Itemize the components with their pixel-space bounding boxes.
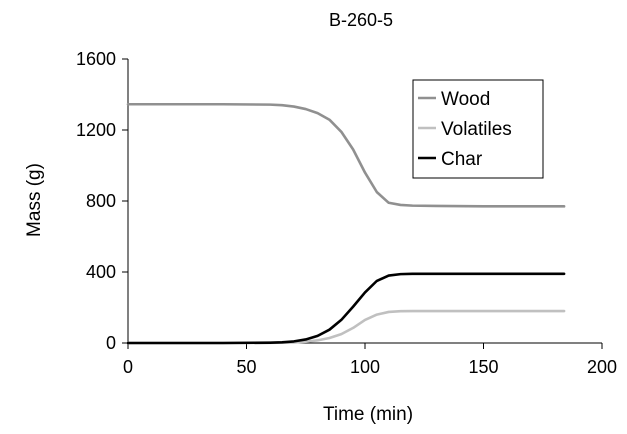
x-tick-label: 100 [350,357,380,377]
legend-label-volatiles: Volatiles [441,119,512,140]
x-tick-label: 0 [123,357,133,377]
y-tick-label: 1600 [76,49,116,69]
x-axis-label: Time (min) [323,404,413,425]
y-tick-label: 0 [106,333,116,353]
chart-title: B-260-5 [329,10,393,30]
x-tick-label: 50 [236,357,256,377]
y-tick-label: 800 [86,191,116,211]
x-tick-label: 200 [587,357,617,377]
x-tick-label: 150 [468,357,498,377]
y-tick-label: 400 [86,262,116,282]
legend-label-wood: Wood [441,89,490,110]
legend: Wood Volatiles Char [412,79,544,179]
y-tick-label: 1200 [76,120,116,140]
series-line-wood [126,102,566,208]
plot-area: 0 400 800 1200 1600 0 50 100 150 200 [76,49,617,377]
series-line-char [126,272,566,345]
legend-label-char: Char [441,149,483,170]
y-axis-label: Mass (g) [24,163,45,237]
